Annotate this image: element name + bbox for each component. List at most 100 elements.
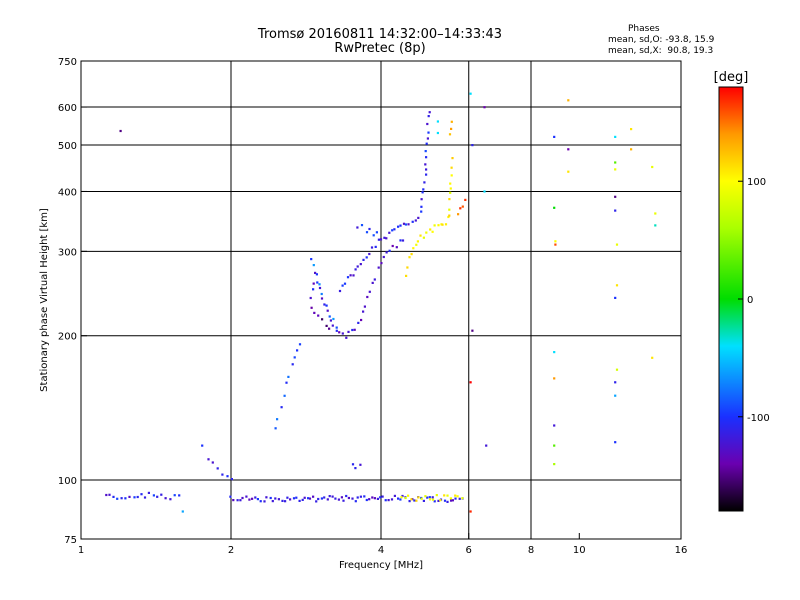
data-point — [128, 495, 131, 498]
data-point — [345, 336, 348, 339]
data-point — [614, 209, 617, 212]
data-point — [554, 240, 557, 243]
data-point — [325, 304, 328, 307]
data-point — [201, 444, 204, 447]
data-point — [614, 135, 617, 138]
data-point — [221, 473, 224, 476]
data-point — [284, 500, 287, 503]
data-point — [256, 498, 259, 501]
data-point — [614, 381, 617, 384]
data-point — [447, 215, 450, 219]
data-point — [248, 498, 251, 501]
data-point — [426, 496, 429, 499]
data-point — [365, 256, 368, 259]
data-point — [654, 212, 657, 215]
data-point — [424, 495, 427, 498]
data-point — [614, 161, 617, 164]
data-point — [152, 494, 155, 497]
data-point — [554, 243, 557, 246]
data-point — [399, 224, 402, 227]
x-axis-label: Frequency [MHz] — [339, 560, 423, 571]
data-point — [630, 148, 633, 151]
data-point — [351, 328, 354, 332]
data-point — [230, 478, 233, 481]
data-point — [404, 496, 407, 500]
data-point — [457, 213, 460, 216]
data-point — [328, 327, 331, 330]
data-point — [420, 497, 423, 500]
data-point — [471, 144, 474, 147]
data-point — [614, 168, 617, 171]
data-point — [414, 219, 417, 222]
data-point — [451, 157, 454, 160]
data-point — [351, 463, 355, 466]
colorbar-tick-label: 100 — [747, 177, 766, 188]
data-point — [431, 230, 434, 233]
data-point — [471, 329, 474, 332]
y-axis-ticks: 75 100 200 300 400 500 600 750 — [58, 57, 87, 546]
data-point — [615, 284, 619, 287]
data-point — [178, 494, 181, 497]
data-point — [408, 500, 411, 503]
data-point — [408, 256, 411, 259]
data-point — [385, 237, 388, 240]
data-point — [303, 496, 306, 499]
data-point — [379, 496, 382, 499]
data-point — [362, 310, 365, 313]
data-point — [411, 220, 414, 223]
y-tick-label: 400 — [58, 187, 77, 198]
data-point — [433, 224, 436, 227]
data-point — [133, 496, 136, 499]
data-point — [321, 318, 324, 321]
data-point — [449, 497, 452, 500]
data-point — [331, 495, 334, 498]
data-point — [410, 253, 413, 256]
data-point — [328, 495, 331, 498]
data-point — [356, 265, 359, 268]
data-point — [553, 444, 556, 447]
data-point — [169, 498, 172, 501]
data-point — [346, 276, 350, 279]
data-point — [483, 106, 486, 109]
data-point — [443, 494, 446, 497]
data-point — [310, 258, 313, 261]
data-point — [360, 318, 363, 322]
x-tick-label: 6 — [466, 545, 472, 556]
data-point — [349, 274, 352, 277]
data-point — [450, 174, 453, 177]
data-point — [368, 252, 371, 256]
data-point — [429, 228, 432, 231]
data-point — [464, 198, 467, 201]
data-point — [443, 499, 447, 502]
data-point — [354, 467, 357, 470]
colorbar-tick-label: 0 — [747, 295, 753, 306]
data-point — [404, 223, 407, 226]
data-point — [373, 278, 376, 281]
data-point — [356, 496, 359, 499]
data-point — [265, 496, 268, 499]
data-point — [425, 173, 428, 176]
data-point — [427, 131, 430, 134]
phases-o-stats: mean, sd,O: -93.8, 15.9 — [608, 35, 715, 45]
data-point — [372, 234, 375, 237]
data-point — [553, 351, 556, 354]
data-point — [422, 499, 425, 502]
data-point — [181, 510, 184, 513]
data-point — [207, 458, 210, 461]
data-point — [363, 495, 366, 498]
data-point — [173, 494, 176, 497]
data-point — [329, 319, 332, 322]
data-point — [271, 500, 274, 503]
data-point — [136, 495, 139, 499]
data-point — [312, 264, 315, 267]
data-point — [285, 381, 288, 384]
data-point — [120, 497, 123, 500]
data-point — [317, 497, 320, 501]
data-point — [370, 246, 374, 249]
data-point — [393, 494, 396, 497]
data-point — [309, 296, 312, 300]
data-point — [383, 236, 386, 239]
data-point — [388, 231, 391, 234]
data-point — [313, 311, 316, 314]
data-point — [451, 499, 454, 502]
